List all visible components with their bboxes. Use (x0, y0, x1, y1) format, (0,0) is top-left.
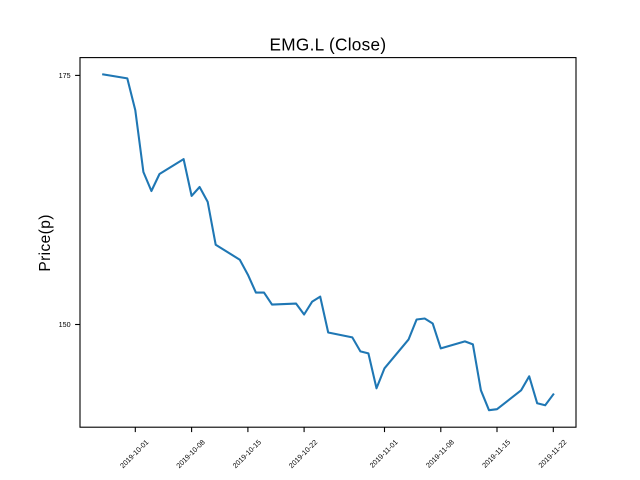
svg-text:Price(p): Price(p) (37, 214, 54, 271)
svg-text:175: 175 (59, 71, 71, 80)
svg-text:150: 150 (59, 320, 71, 329)
svg-text:EMG.L (Close): EMG.L (Close) (270, 34, 387, 54)
